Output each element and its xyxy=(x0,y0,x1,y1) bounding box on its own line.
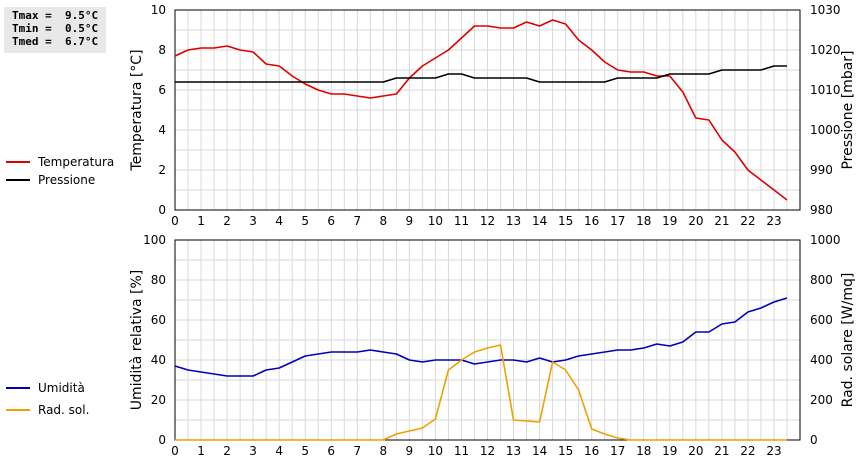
x-tick-label: 19 xyxy=(662,444,677,458)
legend-label: Umidità xyxy=(38,381,85,395)
x-tick-label: 4 xyxy=(275,214,283,228)
x-tick-label: 3 xyxy=(249,444,257,458)
y-tick-label-right: 1000 xyxy=(810,123,841,137)
x-tick-label: 9 xyxy=(406,214,414,228)
x-tick-label: 17 xyxy=(610,214,625,228)
x-tick-label: 16 xyxy=(584,444,599,458)
y-tick-label-left: 40 xyxy=(151,353,166,367)
y-tick-label-left: 60 xyxy=(151,313,166,327)
x-tick-label: 10 xyxy=(428,444,443,458)
x-tick-label: 13 xyxy=(506,444,521,458)
series-line-umidit- xyxy=(174,297,788,377)
series-line-pressione xyxy=(175,65,787,83)
y-tick-label-right: 1010 xyxy=(810,83,841,97)
y-tick-label-right: 1000 xyxy=(810,233,841,247)
y-tick-label-left: 80 xyxy=(151,273,166,287)
x-tick-label: 0 xyxy=(171,214,179,228)
plot-frame xyxy=(174,239,801,441)
y-tick-label-left: 10 xyxy=(151,3,166,17)
chart-panel-1: 0 1 2 3 4 5 6 7 8 9 10 11 12 13 14 15 16 17 18 19 20 21 22 2302… xyxy=(6,3,856,228)
x-tick-label: 8 xyxy=(380,214,388,228)
tmin-text: Tmin = 0.5°C xyxy=(12,22,99,35)
x-tick-label: 10 xyxy=(428,214,443,228)
y-axis-label-right: Rad. solare [W/mq] xyxy=(840,273,856,408)
y-tick-label-left: 20 xyxy=(151,393,166,407)
x-tick-label: 2 xyxy=(223,444,231,458)
x-tick-label: 6 xyxy=(327,214,335,228)
x-tick-label: 7 xyxy=(353,214,361,228)
y-tick-label-left: 8 xyxy=(158,43,166,57)
x-tick-label: 15 xyxy=(558,444,573,458)
x-tick-label: 11 xyxy=(454,214,469,228)
series-line-rad-sol- xyxy=(175,344,787,441)
y-tick-label-left: 0 xyxy=(158,203,166,217)
x-tick-label: 8 xyxy=(380,444,388,458)
x-tick-label: 2 xyxy=(223,214,231,228)
y-tick-label-right: 400 xyxy=(810,353,833,367)
y-tick-label-right: 600 xyxy=(810,313,833,327)
y-tick-label-right: 1020 xyxy=(810,43,841,57)
y-axis-label-left: Umidità relativa [%] xyxy=(129,270,145,411)
y-tick-label-right: 800 xyxy=(810,273,833,287)
x-tick-label: 18 xyxy=(636,444,651,458)
plot-frame xyxy=(174,9,801,211)
x-tick-label: 21 xyxy=(714,444,729,458)
x-tick-label: 11 xyxy=(454,444,469,458)
x-tick-label: 6 xyxy=(327,444,335,458)
x-tick-label: 23 xyxy=(766,444,781,458)
y-axis-label-right: Pressione [mbar] xyxy=(840,50,856,169)
x-tick-label: 7 xyxy=(353,444,361,458)
y-tick-label-left: 4 xyxy=(158,123,166,137)
x-tick-label: 1 xyxy=(197,444,205,458)
x-tick-label: 1 xyxy=(197,214,205,228)
x-tick-label: 9 xyxy=(406,444,414,458)
x-tick-label: 22 xyxy=(740,214,755,228)
x-tick-label: 18 xyxy=(636,214,651,228)
x-tick-label: 23 xyxy=(766,214,781,228)
x-tick-label: 17 xyxy=(610,444,625,458)
y-axis-label-left: Temperatura [°C] xyxy=(129,49,145,171)
x-tick-label: 5 xyxy=(301,214,309,228)
tmed-text: Tmed = 6.7°C xyxy=(12,35,99,48)
x-tick-label: 13 xyxy=(506,214,521,228)
x-tick-label: 22 xyxy=(740,444,755,458)
y-tick-label-right: 980 xyxy=(810,203,833,217)
x-tick-label: 16 xyxy=(584,214,599,228)
x-tick-label: 14 xyxy=(532,444,547,458)
chart-panel-2: 0 1 2 3 4 5 6 7 8 9 10 11 12 13 14 15 16 17 18 19 20 21 22 2302… xyxy=(6,233,856,458)
x-tick-label: 19 xyxy=(662,214,677,228)
stats-box: Tmax = 9.5°C Tmin = 0.5°C Tmed = 6.7°C xyxy=(4,7,106,53)
x-tick-label: 20 xyxy=(688,214,703,228)
x-tick-label: 4 xyxy=(275,444,283,458)
y-tick-label-left: 0 xyxy=(158,433,166,447)
y-tick-label-right: 990 xyxy=(810,163,833,177)
y-tick-label-left: 2 xyxy=(158,163,166,177)
x-tick-label: 5 xyxy=(301,444,309,458)
x-tick-label: 3 xyxy=(249,214,257,228)
legend-label: Pressione xyxy=(38,173,95,187)
legend-label: Temperatura xyxy=(37,155,114,169)
y-tick-label-left: 6 xyxy=(158,83,166,97)
x-tick-label: 0 xyxy=(171,444,179,458)
legend-label: Rad. sol. xyxy=(38,403,89,417)
y-tick-label-right: 1030 xyxy=(810,3,841,17)
x-tick-label: 15 xyxy=(558,214,573,228)
y-tick-label-left: 100 xyxy=(143,233,166,247)
tmax-text: Tmax = 9.5°C xyxy=(12,9,99,22)
x-tick-label: 21 xyxy=(714,214,729,228)
x-tick-label: 12 xyxy=(480,214,495,228)
series-line-temperatura xyxy=(174,19,788,201)
x-tick-label: 20 xyxy=(688,444,703,458)
y-tick-label-right: 200 xyxy=(810,393,833,407)
x-tick-label: 12 xyxy=(480,444,495,458)
y-tick-label-right: 0 xyxy=(810,433,818,447)
x-tick-label: 14 xyxy=(532,214,547,228)
